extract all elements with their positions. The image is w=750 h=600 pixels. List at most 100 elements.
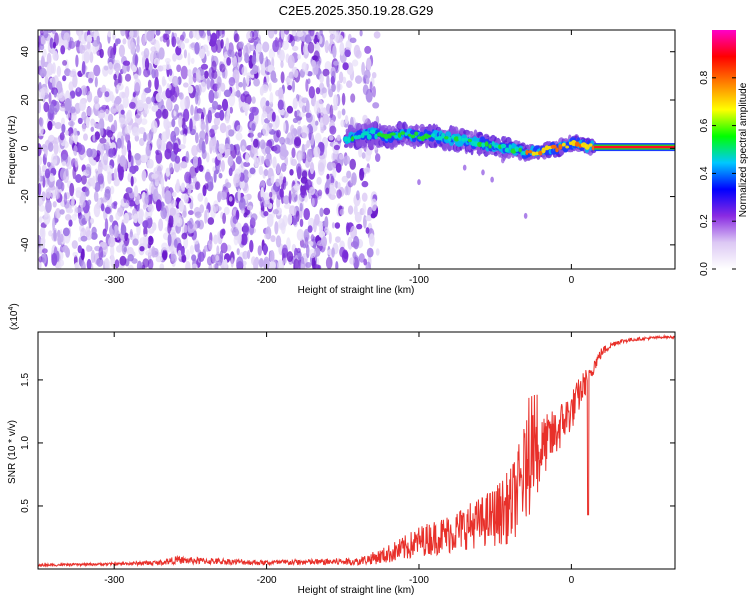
heatmap-noise-cell xyxy=(204,183,209,190)
heatmap-noise-cell xyxy=(183,82,189,88)
heatmap-noise-cell xyxy=(122,38,127,45)
heatmap-noise-cell xyxy=(359,168,365,181)
heatmap-noise-cell xyxy=(194,42,200,55)
heatmap-noise-cell xyxy=(148,235,153,242)
heatmap-noise-cell xyxy=(138,66,142,76)
heatmap-noise-cell xyxy=(86,244,91,252)
heatmap-noise-cell xyxy=(162,108,169,119)
heatmap-noise-cell xyxy=(164,148,172,160)
heatmap-noise-cell xyxy=(47,120,53,131)
heatmap-noise-cell xyxy=(265,100,270,108)
heatmap-noise-cell xyxy=(81,175,87,185)
spectrogram-x-label: Height of straight line (km) xyxy=(298,285,415,296)
heatmap-noise-cell xyxy=(221,98,229,112)
heatmap-noise-cell xyxy=(270,175,275,184)
heatmap-noise-cell xyxy=(107,171,112,185)
heatmap-noise-cell xyxy=(104,129,112,136)
heatmap-noise-cell xyxy=(92,175,96,189)
heatmap-noise-cell xyxy=(206,50,210,57)
heatmap-noise-cell xyxy=(171,191,177,197)
heatmap-signal-peak xyxy=(357,134,362,139)
heatmap-noise-cell xyxy=(329,187,337,195)
heatmap-noise-cell xyxy=(55,208,61,219)
heatmap-noise-cell xyxy=(164,190,172,205)
heatmap-noise-cell xyxy=(241,145,246,153)
heatmap-noise-cell xyxy=(277,259,285,269)
heatmap-noise-cell xyxy=(62,227,70,237)
heatmap-noise-cell xyxy=(99,182,104,192)
heatmap-noise-cell xyxy=(102,196,108,203)
heatmap-noise-cell xyxy=(323,207,331,216)
heatmap-noise-cell xyxy=(88,77,94,84)
heatmap-signal-peak xyxy=(518,147,522,153)
heatmap-noise-cell xyxy=(279,136,286,145)
heatmap-noise-cell xyxy=(243,45,249,58)
heatmap-noise-cell xyxy=(227,129,235,137)
heatmap-noise-cell xyxy=(258,258,264,268)
heatmap-signal-peak xyxy=(491,141,495,147)
heatmap-noise-cell xyxy=(112,32,116,40)
heatmap-noise-cell xyxy=(107,61,114,75)
heatmap-noise-cell xyxy=(38,155,43,166)
heatmap-signal-peak xyxy=(527,150,533,154)
heatmap-noise-cell xyxy=(270,70,277,82)
heatmap-signal-peak xyxy=(555,147,559,153)
heatmap-noise-cell xyxy=(93,64,101,77)
heatmap-noise-cell xyxy=(216,82,221,89)
heatmap-noise-cell xyxy=(231,228,240,237)
heatmap-noise-cell xyxy=(94,182,101,192)
heatmap-noise-cell xyxy=(280,71,285,84)
heatmap-noise-cell xyxy=(147,258,154,269)
heatmap-noise-cell xyxy=(59,259,65,267)
heatmap-noise-cell xyxy=(53,137,60,144)
heatmap-noise-cell xyxy=(147,79,152,89)
heatmap-noise-cell xyxy=(218,172,223,179)
heatmap-noise-cell xyxy=(250,69,256,75)
heatmap-signal-peak xyxy=(453,136,460,142)
heatmap-noise-cell xyxy=(155,150,163,164)
heatmap-noise-cell xyxy=(151,105,159,112)
heatmap-signal-peak xyxy=(467,138,472,143)
heatmap-noise-cell xyxy=(285,32,290,42)
heatmap-noise-cell xyxy=(233,173,241,187)
colorbar-label: Normalized spectral amplitude xyxy=(738,82,749,217)
heatmap-noise-cell xyxy=(326,173,330,181)
heatmap-noise-cell xyxy=(309,240,314,247)
heatmap-noise-cell xyxy=(79,200,86,208)
heatmap-noise-cell xyxy=(236,124,243,133)
heatmap-noise-cell xyxy=(151,30,155,39)
heatmap-noise-cell xyxy=(102,228,107,237)
snr-panel: -300 -200 -100 0 0.5 1.0 1.5 Height of straig… xyxy=(7,303,676,596)
heatmap-noise-cell xyxy=(124,232,128,242)
heatmap-noise-cell xyxy=(161,131,168,143)
heatmap-noise-cell xyxy=(270,235,276,243)
heatmap-noise-cell xyxy=(95,102,100,110)
heatmap-signal-peak xyxy=(514,146,519,152)
heatmap-noise-cell xyxy=(99,48,104,59)
heatmap-noise-cell xyxy=(115,38,119,47)
heatmap-noise-cell xyxy=(153,57,160,66)
heatmap-noise-cell xyxy=(298,112,306,118)
heatmap-noise-cell xyxy=(77,117,83,125)
heatmap-noise-cell xyxy=(259,139,266,150)
heatmap-noise-cell xyxy=(127,264,134,269)
heatmap-noise-cell xyxy=(96,257,104,267)
heatmap-noise-cell xyxy=(306,148,313,163)
heatmap-noise-cell xyxy=(212,200,219,213)
heatmap-noise-cell xyxy=(133,165,139,172)
spectrogram-y-tick-label: 40 xyxy=(20,46,31,58)
heatmap-noise-cell xyxy=(332,45,337,59)
heatmap-noise-cell xyxy=(190,104,194,116)
heatmap-noise-cell xyxy=(159,36,164,42)
heatmap-noise-cell xyxy=(113,73,117,81)
heatmap-noise-cell xyxy=(38,59,42,68)
heatmap-signal-peak xyxy=(407,133,412,137)
heatmap-noise-cell xyxy=(336,189,342,199)
heatmap-noise-cell xyxy=(288,190,292,205)
heatmap-noise-cell xyxy=(151,68,156,79)
heatmap-noise-cell xyxy=(322,113,330,126)
heatmap-signal-peak xyxy=(535,151,539,156)
heatmap-noise-cell xyxy=(210,176,214,190)
heatmap-noise-cell xyxy=(292,215,298,226)
heatmap-signal-peak xyxy=(448,136,452,142)
